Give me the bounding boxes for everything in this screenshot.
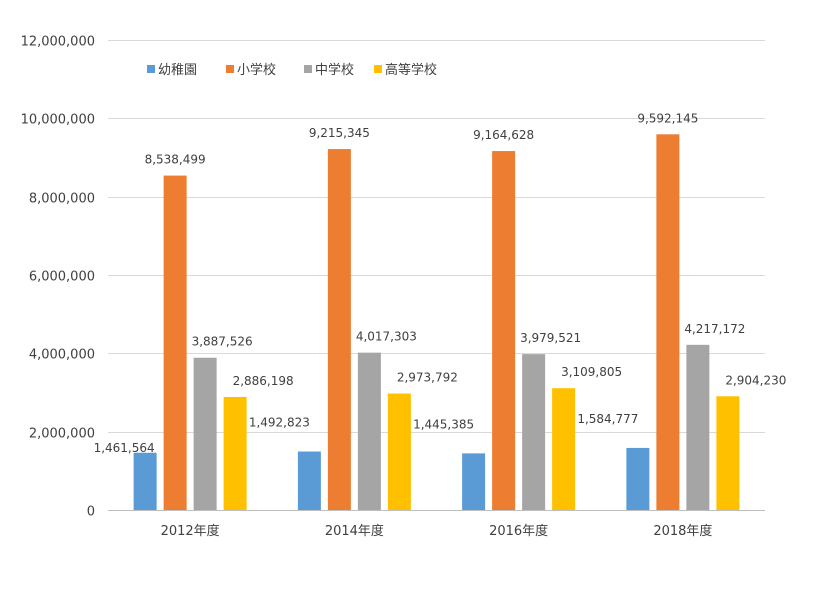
data-label: 2,904,230 xyxy=(725,373,786,387)
y-tick-label: 8,000,000 xyxy=(29,192,95,207)
legend-label: 高等学校 xyxy=(385,62,437,78)
data-label: 1,445,385 xyxy=(413,417,474,431)
legend-swatch xyxy=(374,65,382,73)
data-label: 2,886,198 xyxy=(233,374,294,388)
x-tick-label: 2014年度 xyxy=(325,523,384,539)
legend-swatch xyxy=(304,65,312,73)
bar-0-2 xyxy=(462,453,486,510)
data-label: 1,492,823 xyxy=(249,416,310,430)
y-tick-label: 6,000,000 xyxy=(29,270,95,285)
data-label: 1,584,777 xyxy=(577,412,638,426)
legend-label: 幼稚園 xyxy=(158,63,197,78)
gridlines xyxy=(108,40,765,511)
x-tick-label: 2018年度 xyxy=(653,523,712,539)
y-tick-label: 12,000,000 xyxy=(21,35,95,50)
data-label: 3,979,521 xyxy=(520,331,581,345)
x-tick-label: 2012年度 xyxy=(161,523,220,539)
bar-0-3 xyxy=(626,447,650,510)
bar-1-2 xyxy=(492,151,516,510)
legend-label: 中学校 xyxy=(315,62,354,78)
legend-label: 小学校 xyxy=(237,62,276,78)
data-labels: 1,461,564 8,538,499 3,887,526 2,886,198 1,49… xyxy=(94,111,787,454)
bar-3-0 xyxy=(223,396,247,510)
data-label: 4,017,303 xyxy=(356,330,417,344)
data-label: 2,973,792 xyxy=(397,371,458,385)
data-label: 3,887,526 xyxy=(192,335,253,349)
bar-2-2 xyxy=(522,354,546,510)
y-tick-label: 2,000,000 xyxy=(29,427,95,442)
y-tick-label: 10,000,000 xyxy=(21,113,95,128)
bar-3-3 xyxy=(716,396,740,510)
bar-2-3 xyxy=(686,344,710,510)
data-label: 4,217,172 xyxy=(684,322,745,336)
y-axis: 0 2,000,000 4,000,000 6,000,000 8,000,000 10,… xyxy=(21,35,95,520)
data-label: 9,215,345 xyxy=(309,126,370,140)
bars xyxy=(133,134,740,511)
data-label: 9,592,145 xyxy=(637,111,698,125)
x-axis: 2012年度 2014年度 2016年度 2018年度 xyxy=(161,523,713,539)
legend: 幼稚園 小学校 中学校 高等学校 xyxy=(147,62,437,78)
y-tick-label: 4,000,000 xyxy=(29,348,95,363)
data-label: 3,109,805 xyxy=(561,365,622,379)
bar-3-1 xyxy=(387,393,411,510)
legend-swatch xyxy=(147,65,155,73)
data-label: 9,164,628 xyxy=(473,128,534,142)
data-label: 1,461,564 xyxy=(94,441,155,455)
bar-1-0 xyxy=(163,175,187,511)
bar-3-2 xyxy=(552,388,576,510)
bar-0-0 xyxy=(133,452,157,510)
bar-1-1 xyxy=(327,149,351,510)
legend-swatch xyxy=(226,65,234,73)
data-label: 8,538,499 xyxy=(145,153,206,167)
bar-0-1 xyxy=(297,451,321,510)
bar-1-3 xyxy=(656,134,680,510)
y-tick-label: 0 xyxy=(87,505,95,520)
x-tick-label: 2016年度 xyxy=(489,523,548,539)
bar-2-1 xyxy=(357,352,381,510)
bar-2-0 xyxy=(193,357,217,510)
